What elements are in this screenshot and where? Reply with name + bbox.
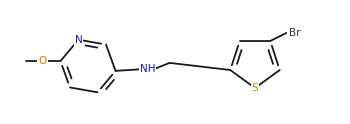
Text: N: N bbox=[75, 35, 82, 45]
Text: NH: NH bbox=[140, 64, 155, 74]
Text: O: O bbox=[38, 56, 47, 66]
Text: Br: Br bbox=[288, 28, 300, 38]
Text: S: S bbox=[252, 83, 258, 93]
